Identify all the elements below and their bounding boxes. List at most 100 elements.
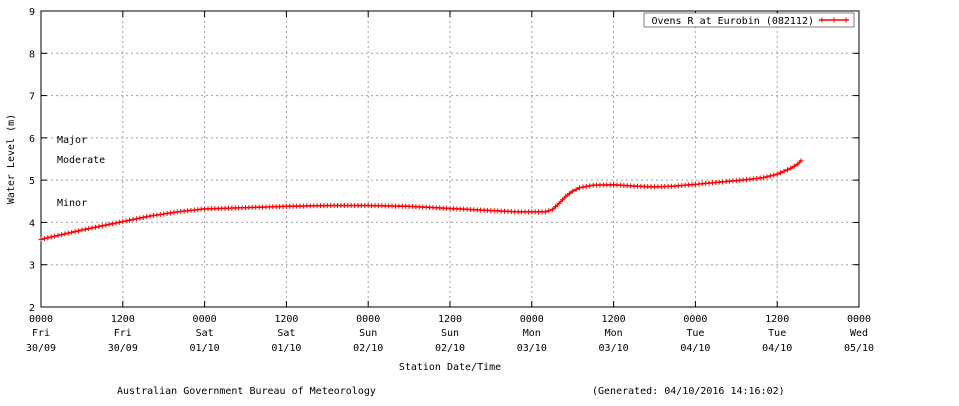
x-axis-label: Station Date/Time bbox=[399, 362, 501, 373]
series-point bbox=[764, 174, 770, 180]
x-tick-label-day: Fri bbox=[114, 328, 132, 339]
x-tick-label-time: 0000 bbox=[356, 314, 380, 325]
series-point bbox=[130, 217, 136, 223]
x-tick-label-day: Fri bbox=[32, 328, 50, 339]
flood-label-minor: Minor bbox=[57, 198, 87, 209]
series-point bbox=[761, 175, 767, 181]
series-point bbox=[784, 167, 790, 173]
series-layer bbox=[38, 158, 804, 242]
series-point bbox=[62, 231, 68, 237]
series-markers bbox=[38, 158, 804, 242]
series-point bbox=[110, 221, 116, 227]
x-tick-label-day: Sat bbox=[277, 328, 295, 339]
series-point bbox=[55, 232, 61, 238]
y-tick-label: 5 bbox=[29, 176, 35, 187]
x-tick-label-time: 0000 bbox=[520, 314, 544, 325]
series-point bbox=[123, 218, 129, 224]
series-point bbox=[157, 212, 163, 217]
x-tick-label-time: 1200 bbox=[111, 314, 135, 325]
series-point bbox=[563, 193, 569, 199]
series-point bbox=[99, 223, 105, 229]
series-point bbox=[556, 200, 562, 206]
series-point bbox=[41, 236, 47, 242]
series-point bbox=[587, 183, 593, 189]
x-tick-label-day: Tue bbox=[768, 328, 786, 339]
series-point bbox=[52, 233, 58, 239]
series-point bbox=[127, 217, 133, 223]
series-point bbox=[86, 226, 92, 232]
series-point bbox=[553, 204, 559, 210]
series-point bbox=[154, 212, 160, 218]
y-tick-label: 4 bbox=[29, 218, 35, 229]
x-tick-label-day: Sat bbox=[196, 328, 214, 339]
series-point bbox=[778, 170, 784, 176]
x-tick-label-date: 02/10 bbox=[353, 343, 383, 354]
series-point bbox=[774, 171, 780, 177]
series-point bbox=[116, 219, 122, 225]
series-point bbox=[120, 219, 126, 225]
series-point bbox=[147, 213, 153, 219]
x-tick-label-date: 04/10 bbox=[762, 343, 792, 354]
series-point bbox=[767, 173, 773, 179]
series-point bbox=[168, 210, 174, 216]
series-point bbox=[573, 186, 579, 192]
y-tick-label: 7 bbox=[29, 92, 35, 103]
x-tick-label-date: 03/10 bbox=[599, 343, 629, 354]
flood-level-labels: Major Moderate Minor bbox=[57, 135, 105, 209]
series-point bbox=[137, 215, 143, 221]
series-point bbox=[140, 214, 146, 220]
x-tick-label-day: Mon bbox=[605, 328, 623, 339]
x-tick-label-date: 04/10 bbox=[680, 343, 710, 354]
series-point bbox=[45, 235, 51, 241]
y-tick-label: 2 bbox=[29, 303, 35, 314]
series-point bbox=[791, 163, 797, 169]
series-point bbox=[771, 172, 777, 178]
series-point bbox=[570, 188, 576, 194]
flood-label-major: Major bbox=[57, 135, 87, 146]
y-tick-label: 9 bbox=[29, 7, 35, 18]
y-tick-label: 8 bbox=[29, 49, 35, 60]
series-point bbox=[69, 229, 75, 235]
series-point bbox=[58, 232, 64, 238]
x-tick-label-date: 01/10 bbox=[271, 343, 301, 354]
x-axis: 0000 Fri 30/09 1200 Fri 30/09 0000 Sat 01/10 1200… bbox=[26, 11, 874, 354]
series-point bbox=[788, 165, 794, 171]
series-point bbox=[150, 213, 156, 219]
x-tick-label-date: 30/09 bbox=[108, 343, 138, 354]
series-point bbox=[79, 227, 85, 233]
series-point bbox=[38, 236, 44, 242]
series-point bbox=[144, 214, 150, 220]
x-tick-label-date: 02/10 bbox=[435, 343, 465, 354]
series-point bbox=[65, 230, 71, 236]
y-axis: 2 3 4 5 6 7 8 9 bbox=[29, 7, 859, 314]
x-tick-label-time: 1200 bbox=[438, 314, 462, 325]
footer-agency: Australian Government Bureau of Meteorol… bbox=[117, 386, 376, 397]
x-tick-label-time: 0000 bbox=[29, 314, 53, 325]
series-point bbox=[781, 168, 787, 174]
series-point bbox=[171, 209, 177, 215]
legend: Ovens R at Eurobin (082112) bbox=[643, 12, 855, 28]
series-point bbox=[583, 183, 589, 189]
series-point bbox=[106, 221, 112, 227]
series-point bbox=[549, 207, 555, 213]
x-tick-label-date: 01/10 bbox=[190, 343, 220, 354]
flood-label-moderate: Moderate bbox=[57, 155, 105, 166]
series-point bbox=[103, 222, 109, 228]
series-point bbox=[542, 209, 548, 215]
series-point bbox=[75, 228, 81, 234]
series-point bbox=[48, 234, 54, 240]
series-point bbox=[164, 210, 170, 216]
x-tick-label-date: 30/09 bbox=[26, 343, 56, 354]
x-tick-label-day: Tue bbox=[686, 328, 704, 339]
legend-label: Ovens R at Eurobin (082112) bbox=[651, 16, 814, 27]
x-tick-label-time: 1200 bbox=[602, 314, 626, 325]
y-tick-label: 6 bbox=[29, 134, 35, 145]
legend-box bbox=[643, 12, 855, 28]
series-point bbox=[566, 191, 572, 197]
series-line bbox=[40, 160, 802, 241]
x-tick-label-time: 0000 bbox=[193, 314, 217, 325]
series-point bbox=[93, 224, 99, 230]
x-tick-label-day: Wed bbox=[850, 328, 868, 339]
legend-marker bbox=[819, 17, 825, 23]
